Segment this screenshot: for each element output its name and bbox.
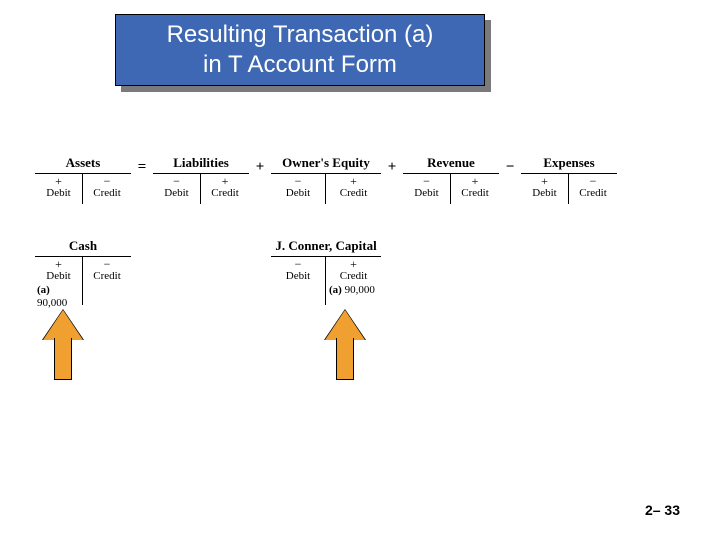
- label: Credit: [201, 187, 249, 199]
- sub-t-account-j-conner-capital: J. Conner, Capital−Debit+Credit(a) 90,00…: [271, 238, 381, 305]
- sign: −: [403, 175, 450, 187]
- t-left: +Debit(a) 90,000: [35, 257, 83, 305]
- title-line-1: Resulting Transaction (a): [167, 21, 434, 48]
- label: Debit: [35, 270, 82, 282]
- t-left: −Debit: [403, 174, 451, 204]
- t-left: −Debit: [271, 257, 326, 305]
- sign: +: [35, 175, 82, 187]
- t-body: −Debit+Credit(a) 90,000: [271, 257, 381, 305]
- t-body: +Debit−Credit: [521, 174, 617, 204]
- sign: −: [271, 175, 325, 187]
- label: Credit: [569, 187, 617, 199]
- t-header: Revenue: [403, 155, 499, 174]
- t-header: Cash: [35, 238, 131, 257]
- t-header: Liabilities: [153, 155, 249, 174]
- t-right: +Credit: [326, 174, 381, 204]
- t-body: −Debit+Credit: [153, 174, 249, 204]
- t-body: +Debit−Credit: [35, 174, 131, 204]
- sub-t-account-cash: Cash+Debit(a) 90,000−Credit: [35, 238, 131, 305]
- operator: +: [249, 155, 271, 176]
- t-right: −Credit: [569, 174, 617, 204]
- t-account-revenue: Revenue−Debit+Credit: [403, 155, 499, 204]
- t-header: Expenses: [521, 155, 617, 174]
- up-arrow-icon: [43, 310, 83, 380]
- label: Debit: [35, 187, 82, 199]
- t-header: Owner's Equity: [271, 155, 381, 174]
- t-right: −Credit: [83, 257, 131, 305]
- entry: (a) 90,000: [326, 282, 381, 297]
- label: Credit: [326, 187, 381, 199]
- label: Credit: [83, 187, 131, 199]
- sign: +: [326, 175, 381, 187]
- sign: −: [271, 258, 325, 270]
- accounting-equation-row: Assets+Debit−Credit=Liabilities−Debit+Cr…: [35, 155, 685, 204]
- slide-title-box: Resulting Transaction (a) in T Account F…: [115, 14, 485, 86]
- sign: +: [451, 175, 499, 187]
- t-left: −Debit: [153, 174, 201, 204]
- entry: (a) 90,000: [35, 282, 82, 310]
- t-account-expenses: Expenses+Debit−Credit: [521, 155, 617, 204]
- t-right: +Credit: [201, 174, 249, 204]
- t-header: J. Conner, Capital: [271, 238, 381, 257]
- t-right: +Credit: [451, 174, 499, 204]
- label: Debit: [521, 187, 568, 199]
- sign: −: [569, 175, 617, 187]
- t-header: Assets: [35, 155, 131, 174]
- sign: −: [83, 175, 131, 187]
- sign: −: [153, 175, 200, 187]
- arrow-head: [325, 310, 365, 340]
- arrow-head: [43, 310, 83, 340]
- operator: +: [381, 155, 403, 176]
- t-left: −Debit: [271, 174, 326, 204]
- sign: +: [521, 175, 568, 187]
- label: Credit: [83, 270, 131, 282]
- t-account-liabilities: Liabilities−Debit+Credit: [153, 155, 249, 204]
- page-number: 2– 33: [645, 502, 680, 518]
- t-right: +Credit(a) 90,000: [326, 257, 381, 305]
- operator: =: [131, 155, 153, 176]
- arrow-stem: [54, 338, 72, 380]
- label: Credit: [326, 270, 381, 282]
- t-account-assets: Assets+Debit−Credit: [35, 155, 131, 204]
- title-panel: Resulting Transaction (a) in T Account F…: [115, 14, 485, 86]
- label: Debit: [153, 187, 200, 199]
- label: Debit: [271, 270, 325, 282]
- t-account-owner-s-equity: Owner's Equity−Debit+Credit: [271, 155, 381, 204]
- t-left: +Debit: [521, 174, 569, 204]
- sign: +: [35, 258, 82, 270]
- label: Debit: [403, 187, 450, 199]
- label: Credit: [451, 187, 499, 199]
- t-body: −Debit+Credit: [271, 174, 381, 204]
- t-body: +Debit(a) 90,000−Credit: [35, 257, 131, 305]
- title-line-2: in T Account Form: [203, 51, 397, 78]
- label: Debit: [271, 187, 325, 199]
- sign: −: [83, 258, 131, 270]
- title-text: Resulting Transaction (a) in T Account F…: [167, 20, 434, 80]
- sign: +: [201, 175, 249, 187]
- t-body: −Debit+Credit: [403, 174, 499, 204]
- operator: −: [499, 155, 521, 176]
- t-left: +Debit: [35, 174, 83, 204]
- sign: +: [326, 258, 381, 270]
- arrow-stem: [336, 338, 354, 380]
- t-right: −Credit: [83, 174, 131, 204]
- up-arrow-icon: [325, 310, 365, 380]
